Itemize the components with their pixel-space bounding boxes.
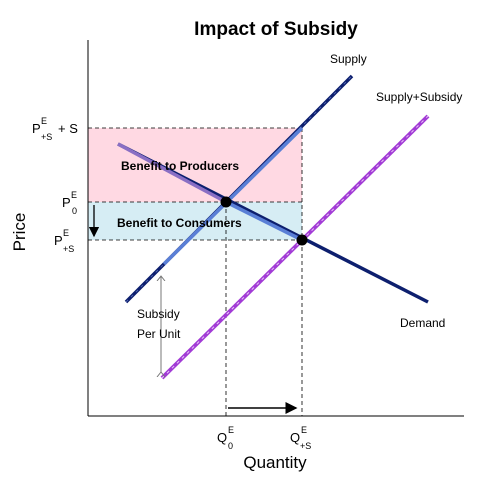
subsidy-per-unit-line1: Subsidy [137, 307, 180, 321]
subsidy-equilibrium-point [296, 234, 308, 246]
x-axis-title: Quantity [243, 453, 307, 472]
q0-tick: Q E 0 [217, 425, 234, 451]
subsidy-per-unit-line2: Per Unit [137, 327, 181, 341]
ps-plus-s-suffix: + S [58, 121, 78, 136]
ps-plus-s-sup: E [41, 116, 47, 126]
ps-plus-s-base: P [32, 121, 41, 136]
qs-sup: E [301, 425, 307, 435]
demand-label: Demand [400, 316, 445, 330]
q0-base: Q [217, 430, 227, 445]
p0-sub: 0 [72, 206, 77, 216]
ps-base: P [54, 233, 63, 248]
y-axis-title: Price [10, 213, 29, 252]
supply-curve-overlap [162, 126, 304, 266]
consumer-benefit-label: Benefit to Consumers [117, 216, 242, 230]
original-equilibrium-point [220, 196, 232, 208]
qs-base: Q [290, 430, 300, 445]
producer-benefit-label: Benefit to Producers [121, 159, 239, 173]
qs-tick: Q E +S [290, 425, 311, 451]
q0-sup: E [228, 425, 234, 435]
ps-sub: +S [63, 244, 74, 254]
p0-base: P [62, 195, 71, 210]
demand-curve-overlap-2 [225, 200, 303, 242]
supply-subsidy-curve [160, 114, 430, 380]
ps-plus-s-tick: P E +S + S [32, 116, 78, 142]
chart-title: Impact of Subsidy [194, 19, 358, 40]
p0-tick: P E 0 [62, 190, 77, 216]
q0-sub: 0 [228, 441, 233, 451]
ps-sup: E [63, 228, 69, 238]
guide-lines [88, 127, 303, 416]
supply-curve-highlight [125, 75, 353, 303]
p0-sup: E [71, 190, 77, 200]
ps-tick: P E +S [54, 228, 74, 254]
supply-label: Supply [330, 52, 367, 66]
supply-subsidy-label: Supply+Subsidy [376, 90, 462, 104]
demand-curve-overlap [117, 142, 227, 204]
ps-plus-s-sub: +S [41, 132, 52, 142]
qs-sub: +S [300, 441, 311, 451]
